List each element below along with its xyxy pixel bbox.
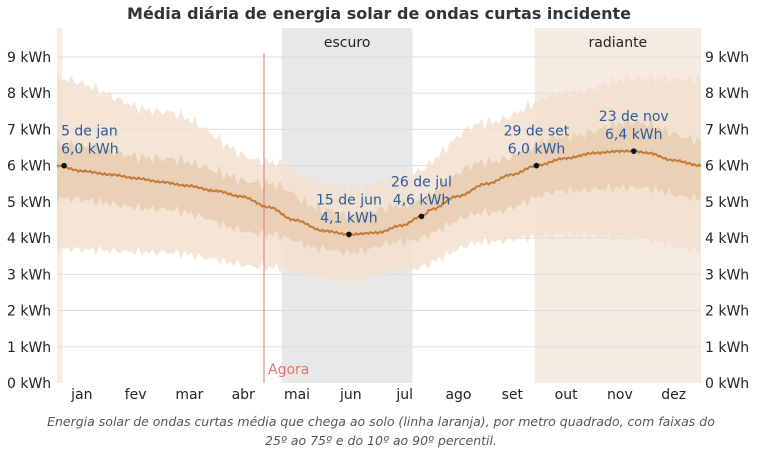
annotation-value-2: 4,6 kWh [393,192,451,208]
annotation-date-3: 29 de set [504,124,570,140]
mean-energy-line [56,149,702,237]
annotation-date-0: 5 de jan [61,124,118,140]
month-label-ago: ago [445,387,471,403]
month-label-jul: jul [395,387,413,403]
month-label-jan: jan [70,387,92,403]
y-label-right-3: 3 kWh [705,267,749,283]
y-label-right-7: 7 kWh [705,122,749,138]
annotation-date-1: 15 de jun [316,192,382,208]
y-label-right-6: 6 kWh [705,159,749,175]
solar-energy-chart: Média diária de energia solar de ondas c… [7,4,749,403]
chart-title: Média diária de energia solar de ondas c… [127,4,631,23]
y-label-right-0: 0 kWh [705,376,749,392]
y-label-left-6: 6 kWh [7,159,51,175]
y-label-left-7: 7 kWh [7,122,51,138]
y-label-right-1: 1 kWh [705,340,749,356]
point-0 [61,162,67,169]
y-label-left-1: 1 kWh [7,340,51,356]
month-label-mai: mai [284,387,310,403]
month-label-fev: fev [125,387,147,403]
y-label-left-0: 0 kWh [7,376,51,392]
point-3 [533,162,540,169]
y-label-right-5: 5 kWh [705,195,749,211]
month-label-dez: dez [661,387,686,403]
y-label-right-8: 8 kWh [705,86,749,102]
month-label-nov: nov [607,387,633,403]
y-label-left-9: 9 kWh [7,50,51,66]
y-label-left-2: 2 kWh [7,304,51,320]
y-label-left-8: 8 kWh [7,86,51,102]
annotation-date-4: 23 de nov [599,109,669,125]
y-label-right-4: 4 kWh [705,231,749,247]
band-10-90-percentile [57,71,701,286]
month-label-jun: jun [339,387,362,403]
y-label-left-4: 4 kWh [7,231,51,247]
month-label-set: set [502,387,524,403]
now-marker-label: Agora [268,362,309,378]
region-label-escuro: escuro [324,35,371,51]
annotation-value-0: 6,0 kWh [61,142,119,158]
annotation-value-4: 6,4 kWh [605,127,663,143]
caption-line-1: Energia solar de ondas curtas média que … [47,414,715,429]
month-label-out: out [555,387,578,403]
month-label-mar: mar [175,387,203,403]
annotation-value-3: 6,0 kWh [508,142,566,158]
annotation-date-2: 26 de jul [391,174,452,190]
band-25-75-percentile [57,116,701,257]
point-4 [630,148,637,154]
region-label-radiante: radiante [589,35,648,51]
point-2 [418,213,425,220]
y-label-left-3: 3 kWh [7,267,51,283]
caption-line-2: 25º ao 75º e do 10º ao 90º percentil. [265,433,497,448]
y-label-right-9: 9 kWh [705,50,749,66]
annotation-value-1: 4,1 kWh [320,210,378,226]
point-1 [346,231,352,238]
y-label-right-2: 2 kWh [705,304,749,320]
y-label-left-5: 5 kWh [7,195,51,211]
month-label-abr: abr [232,387,255,403]
chart-caption: Energia solar de ondas curtas média que … [0,412,762,450]
